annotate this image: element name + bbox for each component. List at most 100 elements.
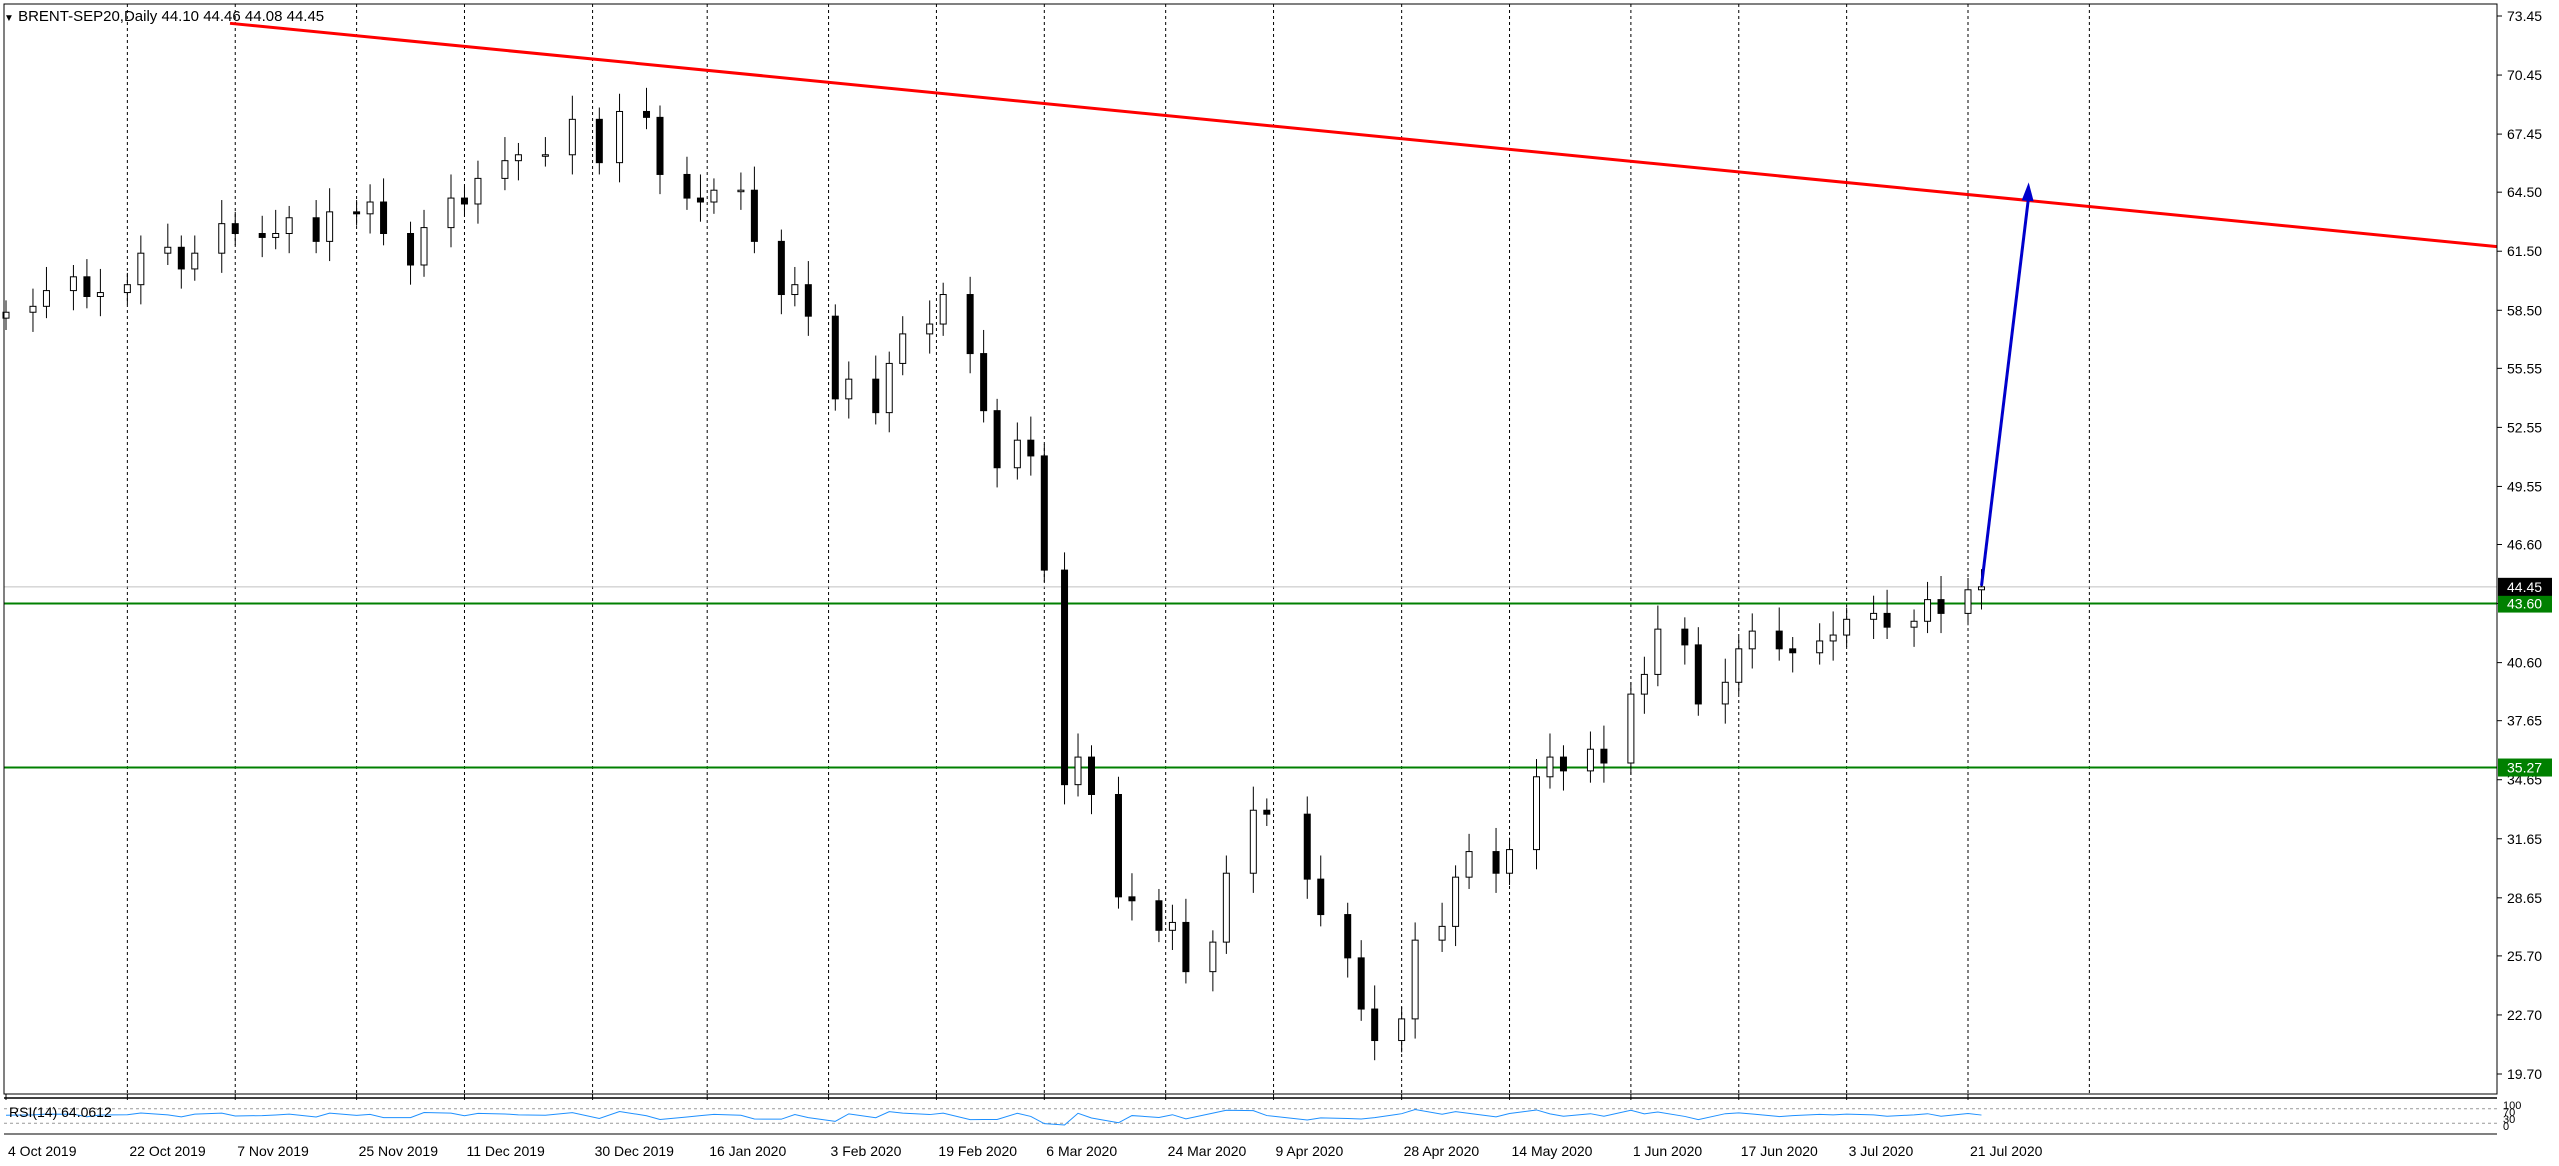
candle-body	[1249, 809, 1257, 874]
candle-body	[541, 154, 549, 157]
candle-body	[191, 252, 199, 270]
candle-body	[939, 294, 947, 325]
price-tick-label: 37.65	[2507, 713, 2542, 729]
candle-body	[831, 315, 839, 400]
rsi-line	[5, 1109, 1982, 1126]
date-tick-label: 19 Feb 2020	[938, 1143, 1017, 1159]
support-price-tag-label: 35.27	[2507, 760, 2542, 776]
price-tick-label: 55.55	[2507, 360, 2542, 376]
price-tick-label: 67.45	[2507, 126, 2542, 142]
candle-body	[1924, 599, 1932, 622]
date-tick-label: 7 Nov 2019	[237, 1143, 309, 1159]
support-level-lines	[4, 586, 2497, 769]
candle-body	[1937, 599, 1945, 614]
candle-body	[926, 323, 934, 335]
candle-body	[737, 189, 745, 193]
candle-body	[683, 173, 691, 199]
candle-body	[1506, 849, 1514, 874]
candle-body	[353, 211, 361, 215]
chart-header: ▼ BRENT-SEP20,Daily 44.10 44.46 44.08 44…	[4, 8, 325, 25]
plot-frame	[3, 3, 2498, 1095]
date-tick-label: 25 Nov 2019	[359, 1143, 439, 1159]
candle-body	[460, 197, 468, 205]
candle-body	[1452, 876, 1460, 927]
candle-body	[1640, 673, 1648, 695]
candle-body	[1182, 921, 1190, 973]
price-tick-label: 70.45	[2507, 67, 2542, 83]
candle-body	[258, 233, 266, 238]
candle-body	[1735, 648, 1743, 683]
candle-body	[643, 110, 651, 118]
candle-body	[1114, 793, 1122, 898]
date-tick-label: 28 Apr 2020	[1404, 1143, 1480, 1159]
candle-body	[1883, 612, 1891, 628]
last-price-tag-label: 44.45	[2507, 579, 2542, 595]
rsi-subwindow	[4, 1097, 2497, 1135]
candle-body	[1027, 439, 1035, 457]
candle-body	[1168, 921, 1176, 931]
price-tick-label: 31.65	[2507, 831, 2542, 847]
date-tick-label: 24 Mar 2020	[1168, 1143, 1247, 1159]
ohlc-values: 44.10 44.46 44.08 44.45	[161, 8, 325, 25]
candle-body	[1721, 681, 1729, 705]
candle-body	[595, 118, 603, 164]
candle-body	[29, 305, 37, 313]
candle-body	[656, 116, 664, 175]
candle-body	[1789, 648, 1797, 654]
candle-body	[1074, 756, 1082, 786]
candlesticks	[2, 87, 1985, 1061]
last-price-tag	[2498, 577, 2552, 596]
candle-body	[1977, 586, 1985, 591]
candle-body	[845, 378, 853, 400]
candle-body	[1775, 630, 1783, 650]
date-tick-label: 6 Mar 2020	[1046, 1143, 1117, 1159]
candle-body	[1586, 748, 1594, 772]
candle-body	[885, 362, 893, 414]
price-tick-label: 58.50	[2507, 302, 2542, 318]
candle-body	[285, 217, 293, 235]
symbol-name: BRENT-SEP20	[18, 8, 120, 25]
candle-body	[1371, 1008, 1379, 1042]
date-tick-label: 4 Oct 2019	[8, 1143, 77, 1159]
candle-body	[326, 211, 334, 242]
candle-body	[1411, 939, 1419, 1020]
candle-body	[1209, 941, 1217, 973]
candle-body	[980, 353, 988, 412]
price-tick-label: 22.70	[2507, 1007, 2542, 1023]
date-tick-label: 11 Dec 2019	[466, 1143, 545, 1159]
projection-arrow-head	[2021, 182, 2034, 202]
candle-body	[993, 410, 1001, 469]
candle-body	[1870, 612, 1878, 620]
price-tick-label: 19.70	[2507, 1066, 2542, 1082]
rsi-level-label: 30	[2503, 1114, 2515, 1126]
candle-body	[791, 284, 799, 296]
candle-body	[137, 252, 145, 286]
candle-body	[177, 246, 185, 270]
candle-body	[272, 233, 280, 238]
candle-body	[1492, 851, 1500, 874]
candle-body	[83, 276, 91, 297]
candle-body	[616, 110, 624, 164]
rsi-level-label: 0	[2503, 1121, 2509, 1133]
grid-lines	[126, 4, 2090, 1094]
candle-body	[2, 311, 10, 319]
candle-body	[1061, 569, 1069, 786]
rsi-level-label: 70	[2503, 1107, 2515, 1119]
candle-body	[164, 246, 172, 254]
candle-body	[501, 160, 509, 179]
candle-body	[514, 154, 522, 162]
candle-body	[474, 177, 482, 205]
price-tick-label: 61.50	[2507, 243, 2542, 259]
candle-body	[1694, 644, 1702, 705]
candle-body	[1088, 756, 1096, 795]
candle-body	[1128, 896, 1136, 902]
candle-body	[1263, 809, 1271, 815]
candle-body	[1681, 628, 1689, 646]
candle-body	[231, 223, 239, 235]
support-price-tag	[2498, 594, 2552, 613]
support-price-tag	[2498, 758, 2552, 777]
collapse-triangle-icon[interactable]: ▼	[4, 13, 14, 24]
candle-body	[1843, 618, 1851, 636]
candle-body	[568, 118, 576, 156]
